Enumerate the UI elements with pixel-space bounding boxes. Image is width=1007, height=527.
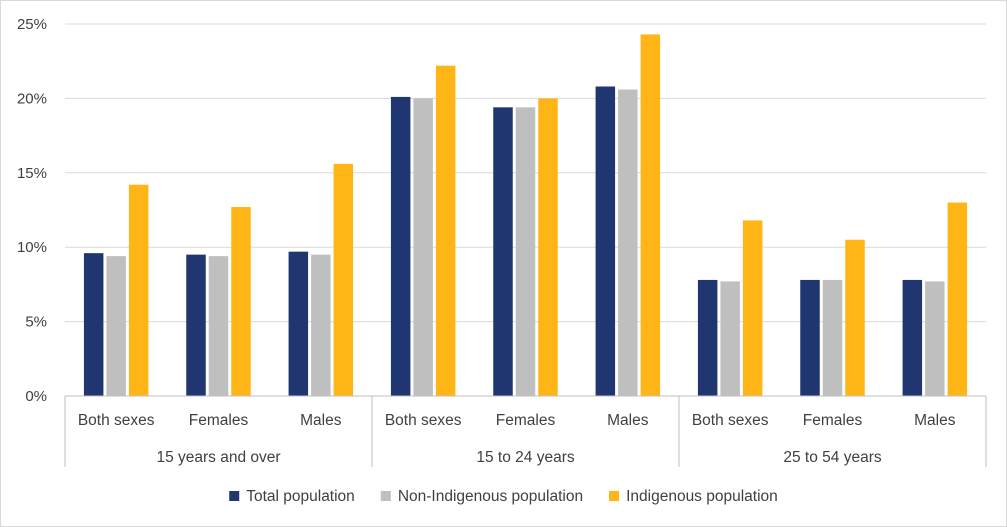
legend: Total population Non-Indigenous populatio…	[229, 488, 778, 505]
category-label: Males	[914, 412, 956, 429]
bar	[697, 279, 718, 396]
legend-swatch	[609, 491, 620, 501]
y-tick-label: 20%	[17, 90, 47, 107]
y-tick-label: 25%	[17, 16, 47, 33]
group-label: 25 to 54 years	[783, 449, 881, 466]
group-label: 15 to 24 years	[476, 449, 574, 466]
bars	[83, 34, 968, 397]
bar	[742, 220, 763, 396]
bar	[925, 281, 945, 396]
bar	[83, 253, 104, 396]
bar	[333, 163, 354, 396]
x-axis: Both sexes Females Males Both sexes Females M…	[64, 395, 987, 467]
bar	[413, 98, 433, 397]
bar	[822, 279, 843, 396]
bar	[640, 34, 661, 396]
legend-swatch	[229, 491, 240, 501]
y-tick-label: 0%	[25, 388, 47, 405]
group-label: 15 years and over	[156, 449, 280, 466]
bar	[595, 86, 616, 396]
category-label: Females	[496, 412, 556, 429]
category-label: Females	[803, 412, 863, 429]
bar	[947, 202, 968, 396]
bar	[515, 107, 536, 396]
bar	[231, 207, 251, 396]
category-label: Both sexes	[78, 412, 155, 429]
bar	[800, 279, 820, 396]
legend-swatch	[380, 491, 391, 501]
bar	[288, 251, 309, 396]
category-label: Males	[607, 412, 649, 429]
category-label: Males	[300, 412, 342, 429]
bar	[493, 107, 513, 396]
bar	[538, 98, 558, 397]
y-tick-label: 15%	[17, 165, 47, 182]
legend-label: Indigenous population	[626, 488, 778, 505]
bar	[902, 279, 923, 396]
legend-label: Total population	[246, 488, 355, 505]
bar	[106, 256, 126, 396]
bar	[311, 254, 331, 396]
bar	[186, 254, 206, 396]
category-label: Both sexes	[692, 412, 769, 429]
bar	[208, 256, 229, 396]
bar	[845, 239, 865, 396]
bar	[435, 65, 456, 396]
bar	[390, 96, 411, 397]
bar	[720, 281, 740, 396]
bar	[128, 184, 149, 396]
legend-label: Non-Indigenous population	[398, 488, 583, 505]
category-label: Females	[189, 412, 249, 429]
bar	[618, 89, 638, 397]
y-tick-label: 5%	[25, 314, 47, 331]
category-label: Both sexes	[385, 412, 462, 429]
y-tick-label: 10%	[17, 239, 47, 256]
